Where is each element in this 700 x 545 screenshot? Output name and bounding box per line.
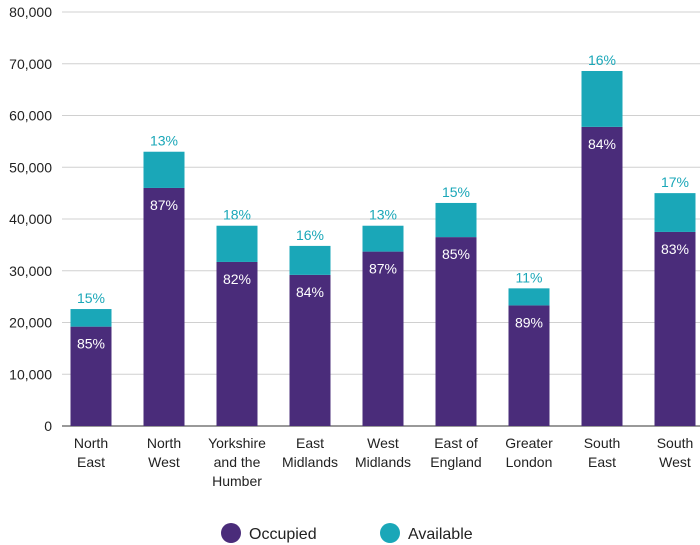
data-label-occupied: 89% — [515, 314, 543, 330]
bar-segment-occupied — [362, 251, 404, 426]
y-tick-label: 10,000 — [9, 366, 52, 382]
y-tick-label: 30,000 — [9, 263, 52, 279]
y-tick-label: 60,000 — [9, 108, 52, 124]
x-tick-label: Greater London — [505, 435, 553, 470]
bar-segment-available — [435, 202, 477, 238]
data-label-available: 17% — [661, 174, 689, 190]
data-label-available: 13% — [150, 133, 178, 149]
y-tick-label: 80,000 — [9, 4, 52, 20]
data-label-available: 11% — [516, 269, 543, 285]
x-tick-label: East of England — [430, 435, 481, 470]
y-tick-label: 70,000 — [9, 56, 52, 72]
data-label-occupied: 87% — [150, 197, 178, 213]
x-tick-label: Yorkshire and the Humber — [208, 435, 266, 489]
bars: 85% 15% 87% 13% 82% 18% 84% 16% 87% 13% 85% 15% 89% 1… — [70, 52, 696, 426]
bar-segment-occupied — [581, 126, 623, 426]
data-label-available: 16% — [296, 227, 324, 243]
x-tick-label: East Midlands — [282, 435, 338, 470]
legend-swatch-occupied — [221, 523, 241, 543]
data-label-occupied: 84% — [296, 284, 324, 300]
bar-segment-available — [216, 225, 258, 262]
data-label-available: 18% — [223, 207, 251, 223]
data-label-occupied: 83% — [661, 241, 689, 257]
bar-segment-available — [289, 245, 331, 275]
bar-segment-available — [508, 288, 550, 306]
data-label-occupied: 82% — [223, 271, 251, 287]
bar-segment-occupied — [508, 305, 550, 426]
x-tick-label: North West — [147, 435, 181, 470]
bar-segment-available — [581, 70, 623, 127]
data-label-available: 15% — [77, 290, 105, 306]
y-tick-label: 50,000 — [9, 159, 52, 175]
bar-segment-occupied — [143, 187, 185, 426]
bar-segment-occupied — [289, 274, 331, 426]
legend-label-occupied: Occupied — [249, 526, 317, 543]
x-tick-label: North East — [74, 435, 108, 470]
bar-segment-available — [70, 309, 112, 327]
legend: Occupied Available — [221, 523, 473, 543]
bar-segment-available — [143, 151, 185, 188]
x-tick-label: South West — [657, 435, 694, 470]
bar-segment-occupied — [654, 231, 696, 426]
data-label-occupied: 84% — [588, 136, 616, 152]
x-axis-labels: North East North West Yorkshire and the Humber… — [74, 435, 693, 489]
data-label-available: 15% — [442, 184, 470, 200]
y-tick-label: 0 — [44, 418, 52, 434]
bar-segment-available — [654, 193, 696, 232]
data-label-occupied: 85% — [77, 336, 105, 352]
bar-segment-occupied — [70, 326, 112, 426]
legend-label-available: Available — [408, 526, 473, 543]
y-axis-ticks: 0 10,000 20,000 30,000 40,000 50,000 60,000 70,… — [9, 4, 52, 434]
y-tick-label: 40,000 — [9, 211, 52, 227]
legend-swatch-available — [380, 523, 400, 543]
data-label-available: 13% — [369, 207, 397, 223]
data-label-available: 16% — [588, 52, 616, 68]
x-tick-label: South East — [584, 435, 621, 470]
x-tick-label: West Midlands — [355, 435, 411, 470]
bar-segment-available — [362, 225, 404, 252]
y-tick-label: 20,000 — [9, 315, 52, 331]
data-label-occupied: 87% — [369, 261, 397, 277]
data-label-occupied: 85% — [442, 246, 470, 262]
bar-segment-occupied — [435, 237, 477, 426]
bar-segment-occupied — [216, 261, 258, 426]
